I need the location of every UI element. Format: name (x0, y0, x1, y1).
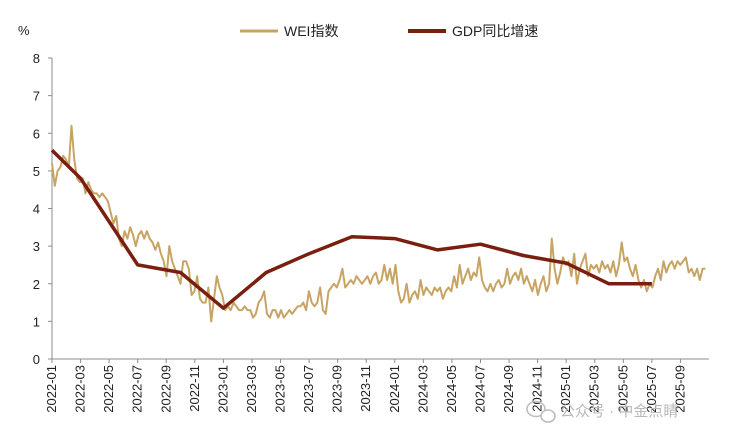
x-tick-label: 2024-11 (530, 365, 545, 412)
legend-item-gdp: GDP同比增速 (408, 23, 538, 39)
watermark-text: 公众号 · 中金点睛 (560, 403, 678, 420)
y-tick-label: 0 (33, 352, 40, 367)
x-tick-label: 2025-05 (615, 365, 630, 413)
wechat-icon (526, 400, 556, 423)
legend-label: GDP同比增速 (452, 23, 538, 39)
x-tick-label: 2023-05 (273, 365, 288, 413)
plot-area (50, 124, 706, 323)
x-tick-label: 2025-09 (672, 365, 687, 413)
x-tick-label: 2024-03 (415, 365, 430, 413)
y-tick-label: 7 (33, 89, 40, 104)
x-tick-label: 2025-03 (587, 365, 602, 413)
y-tick-label: 3 (33, 239, 40, 254)
legend-label: WEI指数 (284, 23, 338, 39)
x-tick-label: 2023-11 (358, 365, 373, 412)
y-tick-label: 1 (33, 314, 40, 329)
x-tick-label: 2023-03 (244, 365, 259, 413)
legend: WEI指数 GDP同比增速 (240, 23, 538, 39)
y-tick-label: 2 (33, 277, 40, 292)
x-tick-label: 2022-03 (73, 365, 88, 413)
y-tick-label: 5 (33, 164, 40, 179)
y-axis-title: % (18, 23, 30, 38)
y-tick-label: 8 (33, 51, 40, 66)
x-tick-label: 2022-11 (187, 365, 202, 412)
y-tick-label: 6 (33, 126, 40, 141)
x-tick-label: 2023-01 (215, 365, 230, 413)
x-tick-label: 2023-09 (330, 365, 345, 413)
x-tick-label: 2022-07 (130, 365, 145, 413)
x-tick-label: 2024-09 (501, 365, 516, 413)
series-line-gdp (50, 148, 652, 310)
watermark: 公众号 · 中金点睛 (526, 400, 678, 423)
x-tick-label: 2022-05 (101, 365, 116, 413)
axes: 0 1 2 3 4 5 6 7 8 2022-01 2022-03 2022-05 2022-07 202… (33, 51, 709, 413)
x-tick-label: 2024-07 (472, 365, 487, 413)
x-tick-label: 2022-09 (158, 365, 173, 413)
x-tick-label: 2022-01 (44, 365, 59, 413)
legend-item-wei: WEI指数 (240, 23, 338, 39)
x-tick-label: 2025-01 (558, 365, 573, 413)
series-line-wei (51, 124, 706, 323)
x-tick-label: 2024-05 (444, 365, 459, 413)
x-tick-label: 2024-01 (387, 365, 402, 413)
x-tick-label: 2023-07 (301, 365, 316, 413)
y-tick-label: 4 (33, 202, 40, 217)
x-tick-label: 2025-07 (644, 365, 659, 413)
